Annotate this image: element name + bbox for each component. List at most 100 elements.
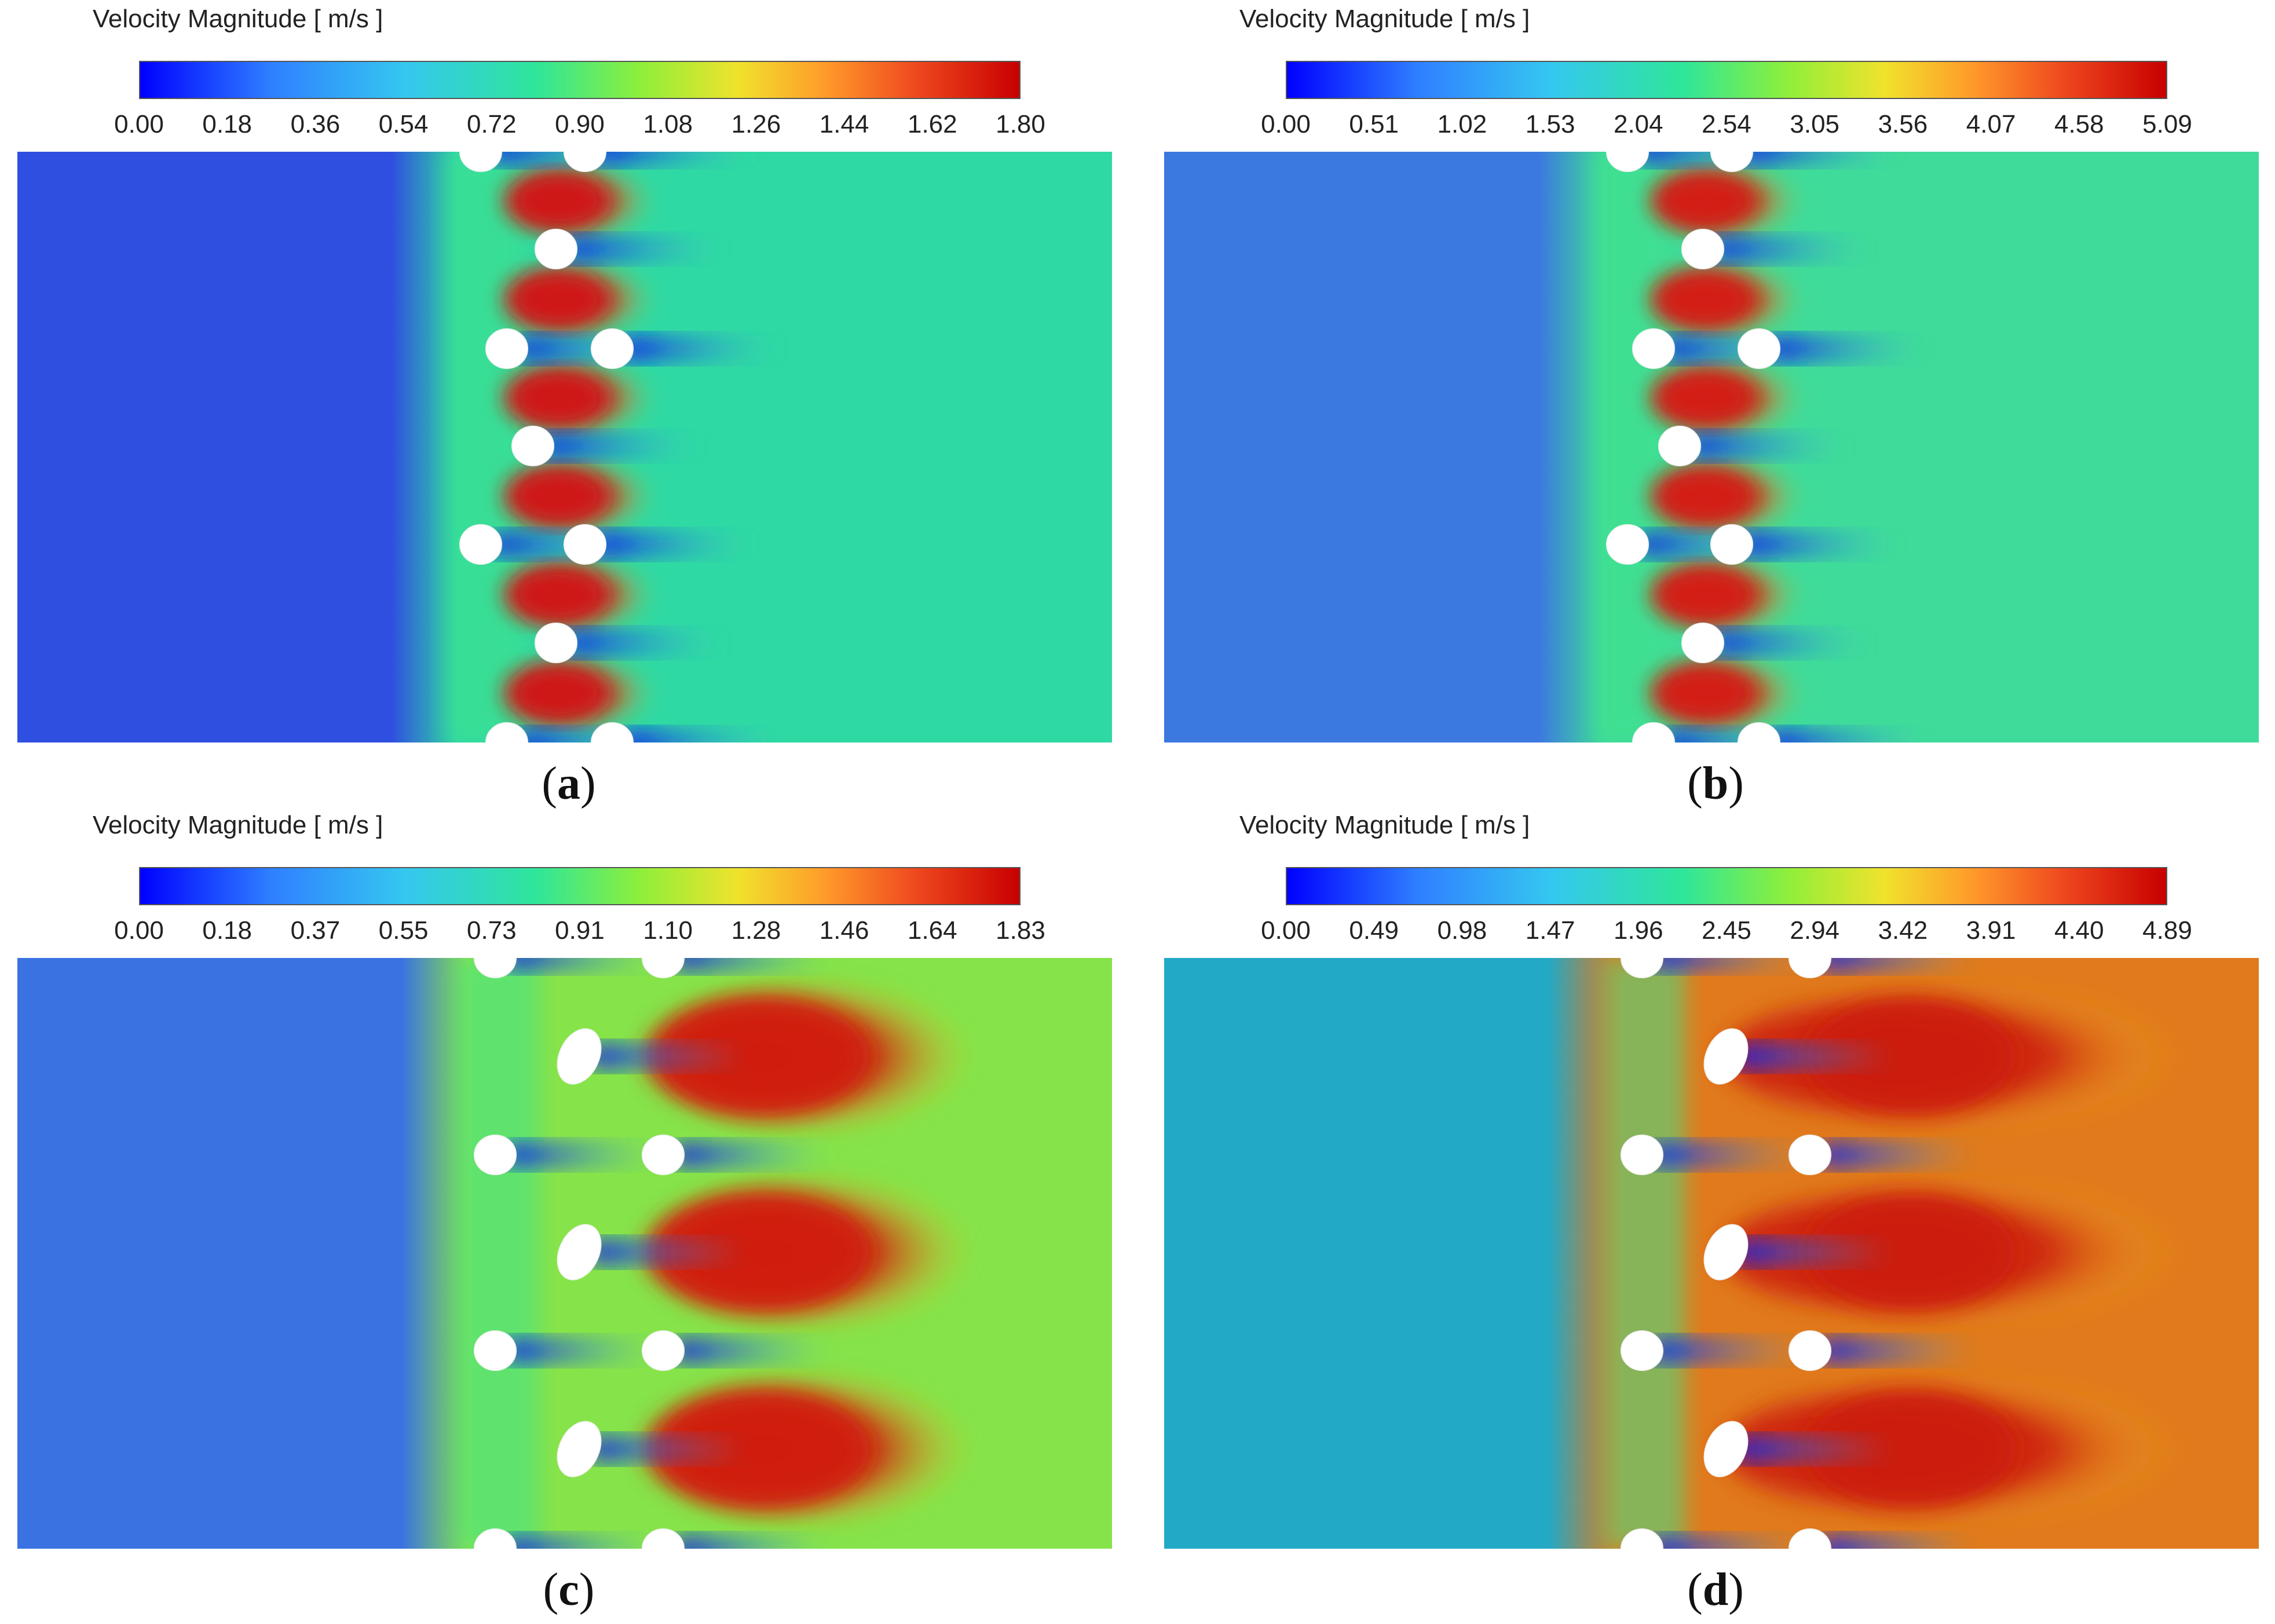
tick-label: 1.28	[731, 916, 781, 945]
velocity-field	[1164, 958, 2259, 1549]
cylinder	[1703, 1224, 1749, 1281]
tick-label: 1.10	[643, 916, 693, 945]
tick-label: 4.58	[2054, 110, 2104, 138]
tick-label: 1.08	[643, 110, 693, 138]
tick-label: 4.89	[2142, 916, 2192, 945]
colorbar-ticks: 0.00 0.18 0.36 0.54 0.72 0.90 1.08 1.26 …	[114, 110, 1045, 145]
velocity-contour-plot	[17, 152, 1112, 742]
cylinder	[1788, 1135, 1831, 1175]
tick-label: 2.54	[1702, 110, 1751, 138]
legend-title: Velocity Magnitude [ m/s ]	[1239, 811, 1530, 839]
cylinder	[557, 1224, 602, 1281]
cylinder	[642, 1135, 685, 1175]
tick-label: 0.18	[202, 916, 253, 945]
velocity-field	[17, 152, 1112, 742]
tick-label: 0.73	[466, 916, 517, 945]
legend-title: Velocity Magnitude [ m/s ]	[93, 5, 383, 33]
tick-label: 1.96	[1613, 916, 1663, 945]
tick-label: 0.91	[555, 916, 605, 945]
tick-label: 1.26	[731, 110, 781, 138]
panel-d: Velocity Magnitude [ m/s ] 0.00 0.49 0.9…	[1147, 806, 2275, 1618]
cylinder	[1621, 1330, 1663, 1371]
legend-title: Velocity Magnitude [ m/s ]	[93, 811, 383, 839]
cylinder	[1788, 1330, 1831, 1371]
cylinder	[1632, 722, 1675, 742]
tick-label: 1.46	[819, 916, 869, 945]
colorbar	[139, 867, 1021, 905]
panel-caption: (a)	[542, 758, 596, 809]
tick-label: 0.54	[378, 110, 429, 138]
tick-label: 1.80	[996, 110, 1045, 138]
colorbar	[1286, 61, 2167, 99]
tick-label: 2.45	[1702, 916, 1751, 945]
tick-label: 3.05	[1790, 110, 1840, 138]
tick-label: 4.40	[2054, 916, 2104, 945]
cylinder	[1658, 426, 1701, 466]
cylinder	[642, 1330, 685, 1371]
tick-label: 0.00	[114, 916, 164, 945]
panel-c: Velocity Magnitude [ m/s ] 0.00 0.18 0.3…	[0, 806, 1138, 1618]
panel-caption: (c)	[543, 1564, 595, 1615]
tick-label: 1.02	[1437, 110, 1487, 138]
tick-label: 0.18	[202, 110, 253, 138]
panel-caption: (b)	[1687, 758, 1744, 809]
cylinder	[1606, 524, 1649, 565]
colorbar-ticks: 0.00 0.51 1.02 1.53 2.04 2.54 3.05 3.56 …	[1261, 110, 2192, 145]
cylinder	[564, 152, 606, 172]
panel-a: Velocity Magnitude [ m/s ] 0.00 0.18 0.3…	[0, 0, 1138, 812]
tick-label: 1.64	[907, 916, 957, 945]
tick-label: 0.72	[466, 110, 517, 138]
cylinder	[642, 958, 685, 978]
cylinder	[1681, 623, 1724, 663]
tick-label: 3.56	[1878, 110, 1928, 138]
cylinder	[474, 1330, 517, 1371]
cylinder	[557, 1028, 602, 1085]
cylinder	[535, 623, 577, 663]
legend-title: Velocity Magnitude [ m/s ]	[1239, 5, 1530, 33]
cylinder	[557, 1421, 602, 1477]
tick-label: 3.91	[1966, 916, 2016, 945]
tick-label: 3.42	[1878, 916, 1928, 945]
cylinder	[459, 524, 502, 565]
colorbar	[139, 61, 1021, 99]
velocity-contour-plot	[1164, 152, 2259, 742]
tick-label: 0.37	[290, 916, 341, 945]
cylinder	[1710, 524, 1753, 565]
cylinder	[591, 328, 634, 369]
cylinder	[1621, 1528, 1663, 1549]
cylinder	[1788, 958, 1831, 978]
velocity-contour-plot	[1164, 958, 2259, 1549]
tick-label: 0.90	[555, 110, 605, 138]
tick-label: 1.47	[1525, 916, 1575, 945]
cylinder	[1621, 958, 1663, 978]
cylinder	[642, 1528, 685, 1549]
cylinder	[1621, 1135, 1663, 1175]
panel-caption: (d)	[1687, 1564, 1744, 1615]
cylinder	[474, 958, 517, 978]
tick-label: 0.55	[378, 916, 429, 945]
cylinder	[591, 722, 634, 742]
velocity-field	[1164, 152, 2259, 742]
cylinder	[535, 229, 577, 269]
cylinder	[459, 152, 502, 172]
tick-label: 1.83	[996, 916, 1045, 945]
tick-label: 5.09	[2142, 110, 2192, 138]
tick-label: 0.51	[1349, 110, 1399, 138]
cylinder	[1703, 1028, 1749, 1085]
cylinder	[564, 524, 606, 565]
cylinder	[1606, 152, 1649, 172]
cylinder	[1738, 722, 1780, 742]
cylinder	[1703, 1421, 1749, 1477]
colorbar-ticks: 0.00 0.18 0.37 0.55 0.73 0.91 1.10 1.28 …	[114, 916, 1045, 951]
tick-label: 0.00	[114, 110, 164, 138]
cylinder	[1738, 328, 1780, 369]
colorbar	[1286, 867, 2167, 905]
panel-b: Velocity Magnitude [ m/s ] 0.00 0.51 1.0…	[1147, 0, 2275, 812]
cylinder	[474, 1135, 517, 1175]
cylinder	[1710, 152, 1753, 172]
cylinder	[485, 328, 528, 369]
velocity-field	[17, 958, 1112, 1549]
cylinder	[485, 722, 528, 742]
colorbar-ticks: 0.00 0.49 0.98 1.47 1.96 2.45 2.94 3.42 …	[1261, 916, 2192, 951]
cylinder	[511, 426, 554, 466]
